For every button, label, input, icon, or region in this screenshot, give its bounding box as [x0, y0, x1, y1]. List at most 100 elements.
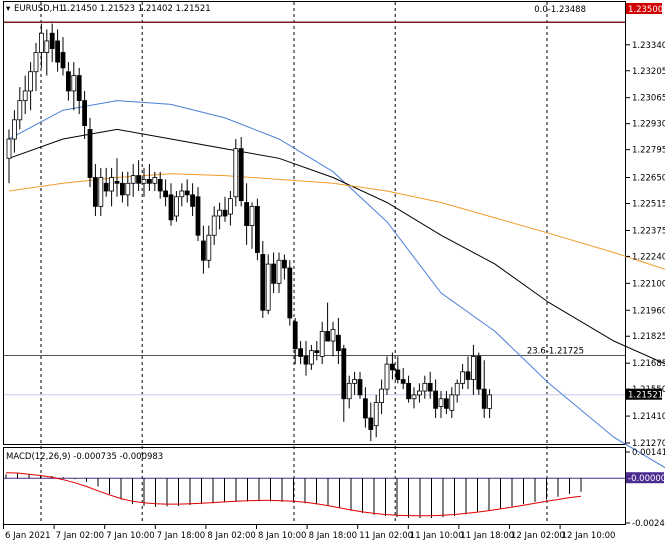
macd-axis: 0.001418 -0.002421 [626, 448, 665, 529]
candle-body [433, 390, 439, 409]
candle-body [416, 390, 422, 396]
candle-body [465, 371, 471, 380]
x-tick-label: 8 Jan 18:00 [309, 531, 357, 541]
candle-body [422, 382, 428, 392]
candle-body [17, 100, 23, 121]
symbol-label: EURUSD,H1 [14, 4, 64, 14]
candle-body [168, 194, 174, 221]
candle-body [136, 175, 142, 184]
x-tick-label: 7 Jan 10:00 [106, 531, 154, 541]
candle-body [227, 198, 233, 215]
candle-body [308, 350, 314, 365]
candle-body [98, 177, 104, 207]
ma-line-1 [8, 128, 665, 365]
y-tick-label: 1.21685 [632, 359, 665, 369]
candle-body [314, 350, 320, 353]
candle-body [238, 148, 244, 202]
candle-body [411, 394, 417, 400]
candle-body [206, 234, 212, 261]
fibonacci-levels [4, 21, 625, 396]
candle-body [217, 209, 223, 217]
candle-body [487, 394, 493, 409]
candle-body [60, 52, 66, 69]
y-tick-label: 1.21270 [632, 439, 665, 449]
candle-body [276, 259, 282, 284]
candle-body [352, 379, 358, 384]
candle-body [130, 175, 136, 184]
y-tick-label: 1.22795 [632, 146, 665, 156]
x-tick-label: 8 Jan 10:00 [258, 531, 306, 541]
candle-body [373, 402, 379, 427]
candle-body [93, 177, 98, 207]
time-axis: 6 Jan 2021 7 Jan 02:00 7 Jan 10:00 7 Jan 18… [3, 525, 616, 541]
ma-line-0 [8, 100, 665, 469]
x-tick-label: 11 Jan 18:00 [460, 531, 514, 541]
candle-body [438, 398, 444, 407]
candle-body [152, 177, 158, 184]
y-tick-label: 1.22650 [632, 174, 665, 184]
candle-body [400, 379, 406, 384]
candle-body [190, 194, 196, 207]
candle-body [211, 215, 217, 236]
candle-body [330, 329, 336, 342]
candle-body [389, 363, 395, 371]
candle-body [298, 348, 304, 357]
x-tick-label: 6 Jan 2021 [5, 531, 51, 541]
candle-body [6, 138, 12, 159]
fib-top-label: 0.0-1.23488 [534, 5, 586, 15]
candle-body [454, 382, 460, 396]
candle-body [271, 263, 277, 284]
candle-body [427, 382, 433, 392]
candle-body [163, 190, 169, 198]
candle-body [449, 394, 455, 411]
candle-body [443, 398, 449, 409]
candle-body [341, 348, 347, 400]
candle-body [335, 334, 341, 352]
candle-body [265, 263, 271, 311]
candle-body [195, 196, 201, 236]
candle-body [114, 180, 120, 184]
candle-body [325, 331, 331, 342]
candle-body [200, 240, 206, 261]
y-tick-label: 1.22375 [632, 226, 665, 236]
dropdown-arrow-icon[interactable]: ▾ [6, 4, 11, 14]
candle-body [406, 382, 412, 400]
candle-body [55, 40, 60, 63]
candle-body [179, 190, 185, 198]
macd-label: MACD(12,26,9) -0.000735 -0.000983 [6, 452, 163, 462]
macd-tick-label: -0.002421 [632, 519, 665, 529]
x-tick-label: 11 Jan 10:00 [410, 531, 464, 541]
candle-body [173, 196, 179, 217]
fib-level-label: 23.6-1.21725 [527, 346, 584, 356]
top-price-tag [626, 3, 662, 14]
y-tick-label: 1.23205 [632, 67, 665, 77]
x-tick-label: 7 Jan 02:00 [56, 531, 104, 541]
candle-body [384, 363, 390, 390]
candle-body [109, 177, 114, 192]
candle-body [184, 190, 190, 196]
candle-body [395, 369, 401, 380]
candle-body [368, 417, 374, 430]
macd-zero-tag [626, 472, 664, 484]
period-separators [40, 2, 548, 524]
candle-body [82, 100, 87, 126]
candle-body [125, 182, 131, 196]
candle-body [244, 202, 250, 227]
x-tick-label: 12 Jan 10:00 [562, 531, 616, 541]
candle-body [292, 321, 298, 350]
candle-body [346, 382, 352, 400]
x-tick-label: 12 Jan 02:00 [511, 531, 565, 541]
y-tick-label: 1.21410 [632, 412, 665, 422]
candle-body [287, 267, 293, 319]
candle-body [87, 129, 93, 178]
candle-body [303, 356, 309, 365]
candle-body [22, 90, 28, 101]
candle-body [76, 75, 82, 101]
top-price-label: 1.23500 [628, 5, 663, 15]
ohlc-values: 1.21450 1.21523 1.21402 1.21521 [62, 4, 211, 14]
candle-body [71, 75, 77, 92]
candle-body [249, 205, 255, 227]
candle-body [28, 71, 34, 92]
candle-body [103, 182, 109, 192]
